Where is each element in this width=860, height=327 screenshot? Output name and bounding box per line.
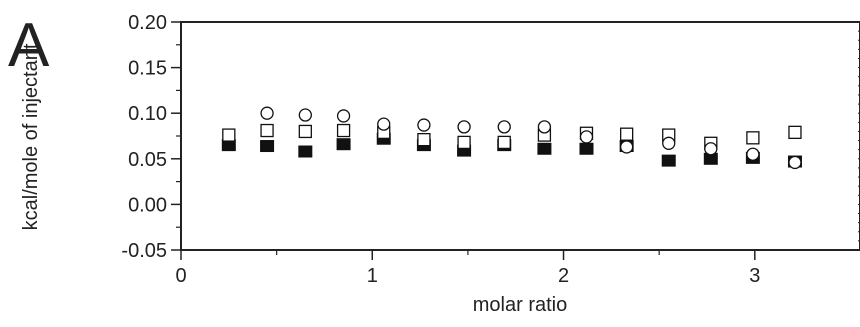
data-point-open-square (417, 132, 431, 147)
data-point-open-square (457, 135, 471, 150)
data-point-open-square (497, 135, 511, 150)
data-point-filled-square (260, 140, 275, 153)
series-open-square (222, 123, 802, 150)
data-point-open-circle (457, 120, 471, 134)
data-point-open-square (620, 127, 634, 141)
data-point-open-circle (298, 108, 312, 122)
data-point-open-circle (260, 106, 274, 120)
data-point-open-square (336, 123, 351, 138)
data-point-open-circle (377, 117, 391, 131)
y-tick-label: 0.00 (128, 194, 167, 216)
data-point-open-circle (704, 142, 718, 156)
data-point-open-square (222, 128, 236, 142)
data-point-open-square (260, 123, 274, 138)
data-point-open-circle (746, 147, 760, 161)
y-axis-title: kcal/mole of injectant (20, 43, 42, 230)
series-open-circle (260, 106, 802, 170)
y-tick-label: 0.05 (128, 149, 167, 171)
data-point-filled-square (537, 142, 552, 155)
x-axis: 0 1 2 3 (175, 250, 760, 287)
data-point-open-circle (620, 140, 634, 154)
panel-label: A (8, 11, 50, 80)
data-point-open-circle (662, 136, 676, 150)
y-tick-label: 0.10 (128, 103, 167, 125)
data-point-open-circle (537, 120, 552, 134)
data-point-open-circle (579, 130, 594, 144)
data-point-filled-square (661, 154, 676, 167)
data-point-open-circle (788, 155, 802, 170)
x-axis-title: molar ratio (473, 294, 567, 316)
data-point-open-square (746, 131, 760, 145)
data-point-open-square (298, 124, 312, 139)
data-point-open-square (788, 125, 802, 140)
x-tick-label: 1 (367, 265, 378, 287)
data-point-open-circle (336, 109, 351, 123)
y-tick-label: 0.20 (128, 12, 167, 34)
data-point-open-circle (497, 120, 511, 134)
data-series (221, 106, 802, 170)
y-tick-label: -0.05 (121, 240, 167, 262)
data-point-filled-square (298, 145, 313, 158)
data-point-filled-square (579, 142, 594, 155)
x-tick-label: 2 (558, 265, 569, 287)
data-point-open-circle (417, 118, 431, 132)
y-axis: -0.05 0.00 0.05 0.10 0.15 0.20 (121, 12, 181, 262)
data-point-filled-square (336, 138, 351, 151)
x-tick-label: 0 (175, 265, 186, 287)
y-tick-label: 0.15 (128, 58, 167, 80)
x-tick-label: 3 (749, 265, 760, 287)
